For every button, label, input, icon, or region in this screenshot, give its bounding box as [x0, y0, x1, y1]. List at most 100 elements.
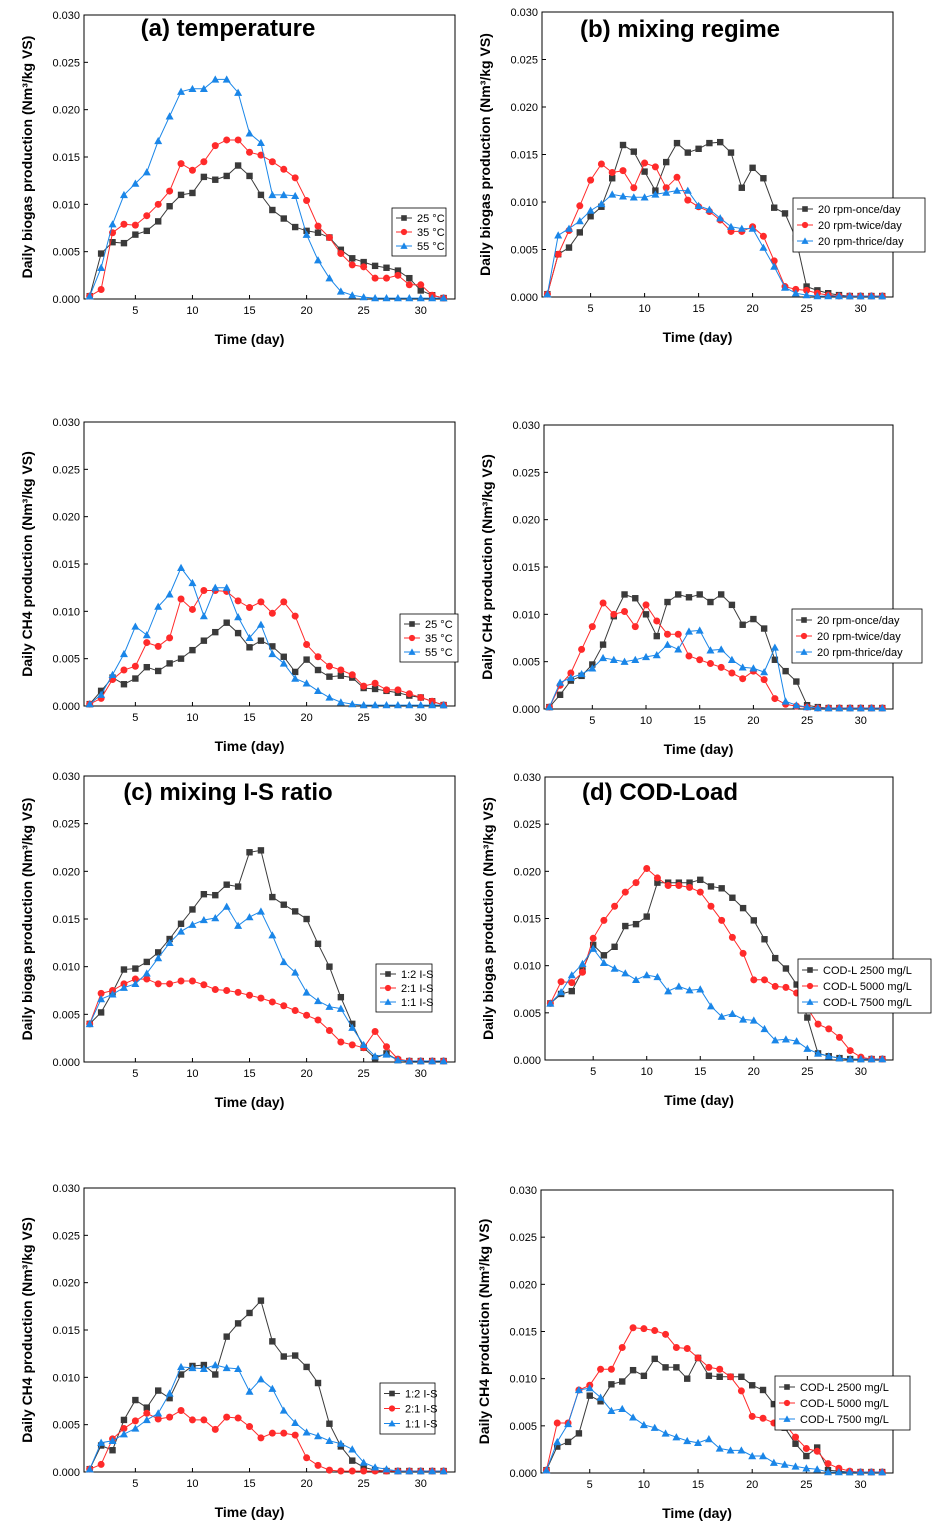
- series-3: [543, 186, 887, 300]
- data-point: [325, 693, 334, 701]
- data-point: [405, 294, 414, 302]
- x-tick-label: 10: [186, 305, 198, 317]
- data-point: [393, 701, 402, 709]
- x-axis-label: Time (day): [215, 1094, 285, 1110]
- data-point: [336, 1439, 345, 1447]
- data-point: [394, 267, 402, 274]
- data-point: [383, 1043, 391, 1051]
- data-point: [717, 645, 726, 653]
- data-point: [673, 139, 681, 147]
- data-point: [188, 920, 197, 928]
- data-point: [257, 994, 265, 1002]
- legend-marker: [802, 206, 808, 212]
- data-point: [85, 292, 94, 300]
- data-point: [142, 168, 151, 176]
- x-axis-label: Time (day): [664, 1092, 734, 1108]
- legend-label: 25 °C: [425, 619, 453, 631]
- data-point: [813, 1444, 821, 1451]
- y-tick-label: 0.005: [513, 1008, 541, 1020]
- data-point: [729, 894, 736, 901]
- data-point: [234, 136, 242, 144]
- data-point: [587, 213, 594, 220]
- data-point: [97, 690, 106, 698]
- data-point: [728, 1009, 737, 1017]
- data-point: [673, 173, 681, 181]
- plot-frame: [541, 11, 894, 298]
- data-point: [371, 294, 380, 302]
- data-point: [597, 199, 606, 208]
- data-point: [781, 210, 789, 217]
- y-tick-label: 0.020: [52, 866, 80, 878]
- data-point: [737, 1387, 745, 1395]
- x-tick-label: 15: [243, 712, 255, 724]
- data-point: [280, 1002, 288, 1010]
- data-point: [557, 988, 566, 996]
- data-point: [608, 169, 616, 177]
- data-point: [166, 187, 174, 195]
- data-point: [143, 663, 150, 671]
- data-point: [586, 206, 595, 214]
- legend-marker: [801, 237, 809, 244]
- data-point: [599, 641, 607, 648]
- data-point: [120, 239, 128, 247]
- data-point: [177, 655, 185, 662]
- data-point: [166, 1413, 174, 1421]
- data-point: [685, 594, 693, 601]
- legend: COD-L 2500 mg/L COD-L 5000 mg/L COD-L 7500…: [774, 1375, 911, 1431]
- legend-label: 20 rpm-twice/day: [817, 631, 901, 643]
- legend-label: 25 °C: [417, 213, 445, 225]
- data-point: [597, 160, 605, 168]
- legend-marker: [807, 967, 813, 973]
- legend-marker: [408, 648, 416, 655]
- x-tick-label: 20: [300, 712, 312, 724]
- data-point: [154, 1415, 162, 1423]
- data-point: [662, 1330, 670, 1338]
- data-point: [200, 587, 208, 595]
- data-point: [188, 578, 197, 587]
- data-point: [405, 281, 413, 289]
- data-point: [223, 881, 230, 888]
- data-point: [718, 885, 725, 892]
- legend: COD-L 2500 mg/L COD-L 5000 mg/L COD-L 7500…: [797, 958, 932, 1014]
- data-point: [792, 701, 801, 709]
- legend-marker: [806, 998, 814, 1005]
- x-tick-label: 10: [186, 1478, 198, 1490]
- data-point: [337, 1467, 345, 1475]
- data-point: [291, 1352, 299, 1359]
- y-axis-label: Daily CH4 production (Nm³/kg VS): [476, 1219, 492, 1445]
- data-point: [131, 622, 140, 630]
- data-point: [749, 1016, 758, 1024]
- x-axis-label: Time (day): [215, 738, 285, 754]
- data-point: [405, 1467, 414, 1475]
- data-point: [165, 938, 174, 947]
- y-tick-label: 0.000: [52, 701, 80, 713]
- data-point: [609, 175, 616, 182]
- data-point: [439, 701, 448, 709]
- data-point: [707, 902, 715, 910]
- data-point: [576, 202, 584, 210]
- data-point: [234, 1414, 242, 1422]
- data-point: [246, 172, 253, 180]
- x-tick-label: 25: [358, 1478, 370, 1490]
- data-point: [132, 965, 139, 972]
- data-point: [629, 193, 638, 201]
- data-point: [280, 653, 287, 660]
- x-tick-label: 30: [854, 1479, 866, 1491]
- data-point: [664, 987, 673, 995]
- data-point: [824, 292, 833, 300]
- series-2: [86, 587, 448, 709]
- data-point: [760, 668, 769, 676]
- panel-title: (b) mixing regime: [580, 16, 780, 43]
- data-point: [672, 1433, 681, 1441]
- series-line: [89, 622, 444, 706]
- data-point: [439, 1467, 448, 1475]
- legend-marker: [389, 1390, 395, 1397]
- data-point: [782, 667, 789, 675]
- data-point: [143, 212, 151, 220]
- data-point: [394, 686, 402, 694]
- data-point: [597, 1365, 605, 1373]
- legend-marker: [409, 621, 415, 627]
- data-point: [154, 1409, 163, 1417]
- y-tick-label: 0.010: [512, 609, 540, 621]
- data-point: [303, 1011, 311, 1019]
